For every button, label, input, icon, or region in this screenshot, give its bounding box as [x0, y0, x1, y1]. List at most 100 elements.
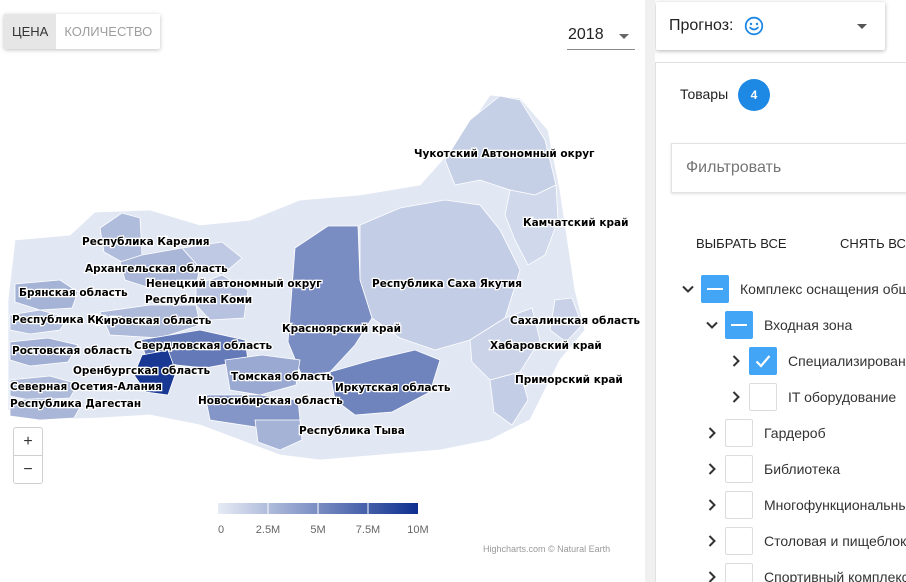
region-21-label: Республика Дагестан [10, 398, 141, 410]
chevron-right-icon[interactable] [724, 385, 748, 409]
map-credits[interactable]: Highcharts.com © Natural Earth [483, 544, 611, 554]
region-7-label: Республика Коми [145, 294, 252, 306]
chevron-right-icon[interactable] [700, 565, 724, 582]
filter-field [671, 143, 906, 193]
tree-node-label: Столовая и пищеблок [764, 533, 906, 549]
tree-checkbox[interactable] [725, 563, 753, 582]
region-6-shape[interactable] [14, 279, 79, 311]
region-19-shape[interactable] [9, 375, 79, 401]
region-14-label: Свердловская область [134, 340, 272, 352]
chevron-down-icon[interactable] [700, 313, 724, 337]
chevron-down-icon [619, 34, 629, 39]
region-4-shape[interactable] [119, 247, 201, 289]
check-icon [755, 355, 771, 368]
filter-input[interactable] [684, 158, 906, 178]
map-panel: ЦЕНА КОЛИЧЕСТВО 2018 0 2.5M 5M 7.5M 10M Чуко… [0, 0, 645, 560]
region-5-shape[interactable] [181, 241, 243, 276]
region-22-label: Новосибирская область [198, 395, 343, 407]
deselect-all-button[interactable]: СНЯТЬ ВСЕ [840, 236, 906, 251]
region-9-shape[interactable] [9, 309, 69, 335]
metric-toggle: ЦЕНА КОЛИЧЕСТВО [4, 14, 161, 49]
chevron-down-icon [857, 24, 867, 29]
chevron-right-icon[interactable] [700, 529, 724, 553]
tree-checkbox[interactable] [725, 419, 753, 447]
region-1-label: Чукотский Автономный округ [414, 148, 595, 160]
chevron-right-icon[interactable] [724, 349, 748, 373]
forecast-select[interactable]: Прогноз: [656, 2, 885, 50]
tree-checkbox-checked[interactable] [749, 347, 777, 375]
region-21-shape[interactable] [9, 397, 83, 421]
price-toggle-button[interactable]: ЦЕНА [4, 14, 57, 49]
panel-divider [645, 0, 655, 582]
region-18-shape[interactable] [489, 371, 529, 426]
region-11-label: Красноярский край [282, 323, 401, 335]
region-9-label: Республика Крым [12, 314, 122, 326]
tree-node-label: Специализированное оборудование [788, 353, 906, 369]
region-17-label: Томская область [231, 371, 333, 383]
tree-node-label: Спортивный комплекс [764, 569, 906, 582]
region-10-label: Кировская область [95, 315, 212, 327]
region-1-shape[interactable] [444, 95, 557, 196]
tree-checkbox[interactable] [725, 527, 753, 555]
tree-node-label: Входная зона [764, 317, 853, 333]
chevron-right-icon[interactable] [700, 493, 724, 517]
region-17-shape[interactable] [224, 354, 301, 396]
tree-node-label: Многофункциональный зал [764, 497, 906, 513]
tree-checkbox-indeterminate[interactable] [701, 275, 729, 303]
tree-node[interactable]: IT оборудование [724, 382, 896, 412]
tree-node[interactable]: Специализированное оборудование [724, 346, 906, 376]
filter-sidebar: Прогноз: Товары 4 ВЫБРАТЬ ВСЕ СНЯТЬ ВСЕ … [655, 0, 906, 582]
color-scale-tick-label: 7.5M [356, 524, 380, 536]
year-select-value: 2018 [568, 26, 604, 43]
chevron-right-icon[interactable] [700, 421, 724, 445]
color-scale-tick-label: 10M [407, 524, 428, 536]
select-all-button[interactable]: ВЫБРАТЬ ВСЕ [696, 236, 787, 251]
zoom-out-button[interactable]: − [14, 455, 42, 483]
region-12-shape[interactable] [549, 297, 583, 343]
region-2-shape[interactable] [504, 184, 559, 266]
color-scale-tick-label: 5M [310, 524, 325, 536]
region-18-label: Приморский край [515, 374, 623, 386]
chevron-right-icon[interactable] [700, 457, 724, 481]
map-zoom-control: + − [13, 427, 43, 484]
tree-node[interactable]: Библиотека [700, 454, 840, 484]
region-5-label: Ненецкий автономный округ [146, 278, 322, 290]
tree-node[interactable]: Многофункциональный зал [700, 490, 906, 520]
tree-node-label: Гардероб [764, 425, 826, 441]
region-16-shape[interactable] [133, 349, 177, 396]
region-12-label: Сахалинская область [510, 315, 640, 327]
region-15-shape[interactable] [469, 307, 541, 381]
region-20-shape[interactable] [329, 349, 441, 416]
chevron-down-icon[interactable] [676, 277, 700, 301]
tree-node[interactable]: Столовая и пищеблок [700, 526, 906, 556]
region-8-label: Республика Саха Якутия [372, 278, 522, 290]
tree-node-label: IT оборудование [788, 389, 897, 405]
tree-node[interactable]: Спортивный комплекс [700, 562, 906, 582]
region-13-label: Ростовская область [12, 345, 133, 357]
quantity-toggle-button[interactable]: КОЛИЧЕСТВО [64, 24, 153, 39]
region-19-label: Северная Осетия-Алания [10, 381, 162, 393]
tree-node[interactable]: Комплекс оснащения общеобразовательной ш… [676, 274, 906, 304]
tree-checkbox[interactable] [725, 491, 753, 519]
smiley-icon [744, 16, 764, 36]
region-13-shape[interactable] [9, 337, 79, 367]
year-select[interactable]: 2018 [567, 23, 635, 50]
tree-checkbox-indeterminate[interactable] [725, 311, 753, 339]
zoom-in-button[interactable]: + [23, 433, 33, 450]
forecast-label: Прогноз: [669, 17, 734, 34]
region-10-shape[interactable] [99, 304, 201, 339]
tree-node[interactable]: Гардероб [700, 418, 826, 448]
region-15-label: Хабаровский край [490, 340, 602, 352]
tree-node[interactable]: Входная зона [700, 310, 852, 340]
region-2-label: Камчатский край [523, 217, 628, 229]
russia-map[interactable]: 0 2.5M 5M 7.5M 10M Чукотский Автономный окру… [0, 0, 645, 560]
region-20-label: Иркутская область [335, 382, 451, 394]
tree-checkbox[interactable] [725, 455, 753, 483]
tree-checkbox[interactable] [749, 383, 777, 411]
color-scale-tick-label: 0 [218, 524, 224, 536]
tree-node-label: Комплекс оснащения общеобразовательной ш… [740, 281, 906, 297]
region-23-label: Республика Тыва [299, 425, 405, 437]
color-scale-tick-label: 2.5M [256, 524, 280, 536]
region-16-label: Оренбургская область [73, 365, 210, 377]
region-23-shape[interactable] [254, 419, 303, 451]
